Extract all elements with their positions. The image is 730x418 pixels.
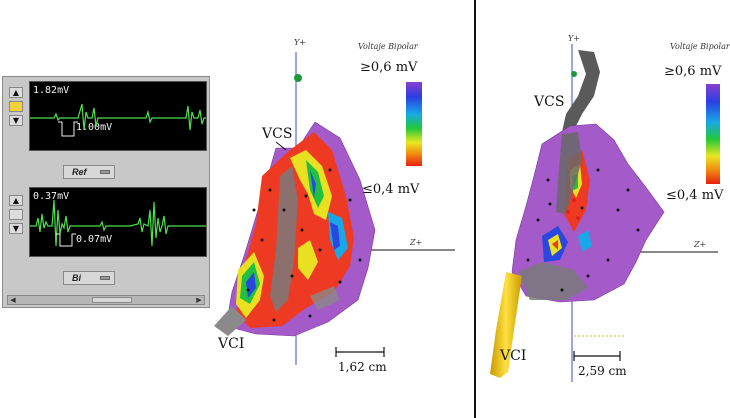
arrow-down-icon[interactable]: ▼ <box>9 223 23 234</box>
vcs-label: VCS <box>534 94 565 110</box>
dropdown-arrow-icon <box>100 276 110 280</box>
egm-screen-bottom: 0.37mV 0.07mV <box>29 187 207 257</box>
voltage-map-right: Y+ Z+ Voltaje Bipolar ≥0,6 mV ≤0,4 mV VC… <box>478 0 730 418</box>
vci-label: VCI <box>500 348 527 364</box>
anatomy-map-left <box>214 52 455 365</box>
vci-label: VCI <box>218 336 245 352</box>
horizontal-scrollbar[interactable]: ◀ ▶ <box>7 295 205 305</box>
colorbar-min-label: ≤0,4 mV <box>666 188 724 203</box>
z-axis-label: Z+ <box>694 240 707 249</box>
amplitude-readout: 0.37mV <box>33 191 70 202</box>
scale-label: 1,62 cm <box>338 360 387 374</box>
colorbar-max-label: ≥0,6 mV <box>360 60 418 75</box>
colorbar-title: Voltaje Bipolar <box>358 42 418 51</box>
panel-divider <box>474 0 476 418</box>
y-axis-label: Y+ <box>568 34 580 43</box>
anatomy-map-right <box>490 44 720 382</box>
vcs-label: VCS <box>262 126 293 142</box>
scroll-left-icon[interactable]: ◀ <box>10 296 16 304</box>
scale-readout: 0.07mV <box>76 234 113 245</box>
egm-panel: ▲ ▼ 1.82mV 1.00mV Ref ▲ ▼ 0.37mV 0.07mV … <box>2 76 210 308</box>
scrollbar-thumb[interactable] <box>92 297 132 303</box>
reference-selector[interactable]: Ref <box>63 165 115 179</box>
channel-select-button[interactable] <box>9 101 23 112</box>
colorbar-max-label: ≥0,6 mV <box>664 64 722 79</box>
egm-trace-bottom <box>30 199 206 247</box>
arrow-up-icon[interactable]: ▲ <box>9 87 23 98</box>
dropdown-arrow-icon <box>100 170 110 174</box>
z-axis-label: Z+ <box>410 238 423 247</box>
egm-screen-top: 1.82mV 1.00mV <box>29 81 207 151</box>
bipolar-selector-label: Bi <box>72 273 81 283</box>
voltage-map-left: Y+ Z+ Voltaje Bipolar ≥0,6 mV ≤0,4 mV VC… <box>210 0 474 418</box>
arrow-down-icon[interactable]: ▼ <box>9 115 23 126</box>
colorbar-min-label: ≤0,4 mV <box>362 182 420 197</box>
scroll-right-icon[interactable]: ▶ <box>196 296 202 304</box>
channel-select-button[interactable] <box>9 209 23 220</box>
colorbar-title: Voltaje Bipolar <box>670 42 730 51</box>
y-axis-label: Y+ <box>294 38 306 47</box>
scale-label: 2,59 cm <box>578 364 627 378</box>
amplitude-readout: 1.82mV <box>33 85 70 96</box>
scale-readout: 1.00mV <box>76 122 113 133</box>
egm-trace-top <box>30 103 206 137</box>
bipolar-selector[interactable]: Bi <box>63 271 115 285</box>
reference-selector-label: Ref <box>72 167 87 177</box>
arrow-up-icon[interactable]: ▲ <box>9 195 23 206</box>
